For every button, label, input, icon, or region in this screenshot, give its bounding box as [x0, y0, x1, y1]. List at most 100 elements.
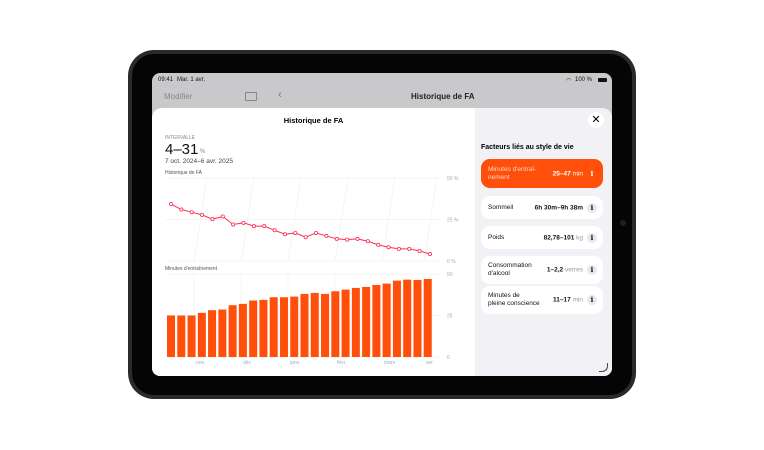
data-point	[168, 202, 173, 207]
x-tick-label: déc.	[243, 360, 252, 366]
factor-label: Minutes de pleine conscience	[488, 292, 540, 307]
factor-label: Sommeil	[488, 203, 514, 211]
lifestyle-panel: ✕ Facteurs liés au style de vie Minutes …	[475, 108, 612, 376]
y-tick-label: 0 %	[447, 259, 456, 265]
bar	[362, 286, 371, 357]
sidebar-icon[interactable]	[245, 92, 257, 101]
wifi-icon: ◠	[566, 78, 572, 84]
y-tick-label: 50 %	[447, 176, 459, 182]
bar	[423, 278, 432, 357]
info-icon[interactable]: i	[587, 295, 597, 305]
screen: 09:41 Mar. 1 avr. ◠ 100 % Modifier ‹ His…	[152, 73, 612, 376]
data-point	[334, 236, 339, 241]
lifestyle-factor-card[interactable]: Minutes de pleine conscience 11–17 min i	[481, 286, 603, 314]
bar	[218, 309, 227, 357]
data-point	[241, 220, 246, 225]
factor-label: Consommation d'alcool	[488, 262, 532, 277]
gridline	[381, 177, 396, 262]
bar	[279, 297, 288, 357]
data-point	[231, 222, 236, 227]
bar	[249, 300, 258, 357]
x-tick-label: mars	[384, 360, 396, 366]
bar	[321, 293, 330, 357]
sheet-title: Historique de FA	[283, 116, 344, 125]
charts: 50 % 25 % 0 % 50 25 0 nov. déc. janv. févr. mars av…	[165, 176, 459, 366]
data-point	[324, 233, 329, 238]
bar	[208, 310, 217, 357]
lifestyle-factor-card[interactable]: Poids 82,78–101 kg i	[481, 226, 603, 249]
data-point	[427, 252, 432, 257]
bar	[238, 303, 247, 357]
bar	[351, 287, 360, 357]
gridline	[193, 177, 208, 262]
factor-value: 11–17 min	[552, 296, 583, 304]
data-point	[272, 228, 277, 233]
close-icon: ✕	[591, 114, 601, 126]
data-point	[210, 217, 215, 222]
data-point	[200, 212, 205, 217]
bar	[382, 283, 391, 357]
factor-label: Poids	[488, 233, 505, 241]
data-point	[220, 214, 225, 219]
data-point	[345, 237, 350, 242]
gridline	[287, 177, 302, 262]
x-tick-label: avr.	[426, 360, 434, 366]
x-tick-label: nov.	[196, 360, 205, 366]
camera	[620, 220, 626, 226]
bar	[403, 279, 412, 357]
date-range: 7 oct. 2024–6 avr. 2025	[165, 158, 233, 165]
resize-handle[interactable]	[599, 363, 608, 372]
bar	[269, 297, 278, 357]
factor-value: 82,78–101 kg	[543, 234, 583, 241]
bar	[290, 296, 299, 357]
range-unit: %	[200, 149, 206, 155]
lifestyle-factor-card[interactable]: Sommeil 6h 30m–9h 38m i	[481, 196, 603, 219]
data-point	[293, 230, 298, 235]
bar	[310, 292, 319, 357]
gridline	[423, 177, 438, 262]
data-point	[189, 210, 194, 215]
data-point	[251, 224, 256, 229]
range-label: INTERVALLE	[165, 135, 196, 141]
data-point	[365, 239, 370, 244]
data-point	[179, 207, 184, 212]
bar	[331, 291, 340, 357]
status-time: 09:41	[158, 77, 174, 83]
range-value: 4–31	[165, 141, 199, 158]
bar	[167, 315, 176, 357]
factor-value: 1–2,2 verres	[546, 266, 583, 274]
lifestyle-factor-card[interactable]: Minutes d'entraî- nement 25–47 min i	[481, 159, 603, 188]
close-button[interactable]: ✕	[588, 112, 604, 128]
bar	[372, 284, 381, 357]
nav-title: Historique de FA	[411, 92, 475, 101]
info-icon[interactable]: i	[587, 232, 597, 243]
side-title: Facteurs liés au style de vie	[481, 144, 574, 151]
data-point	[262, 224, 267, 229]
battery-icon	[598, 78, 607, 82]
x-tick-label: janv.	[289, 360, 300, 366]
x-tick-label: févr.	[337, 360, 346, 366]
data-point	[376, 242, 381, 247]
y-tick-label: 50	[447, 272, 453, 278]
bar-chart-title: Minutes d'entraînement	[165, 266, 218, 272]
gridline	[240, 177, 255, 262]
data-point	[355, 236, 360, 241]
info-icon[interactable]: i	[587, 265, 597, 275]
afib-line	[170, 203, 431, 255]
bar	[259, 299, 268, 357]
info-icon[interactable]: i	[590, 168, 594, 178]
edit-button[interactable]: Modifier	[164, 92, 193, 101]
y-tick-label: 0	[447, 355, 450, 361]
status-date: Mar. 1 avr.	[177, 77, 206, 83]
y-tick-label: 25 %	[447, 218, 459, 224]
data-point	[314, 230, 319, 235]
bar	[413, 279, 422, 357]
back-chevron-icon[interactable]: ‹	[278, 89, 282, 101]
data-point	[396, 246, 401, 251]
lifestyle-factor-card[interactable]: Consommation d'alcool 1–2,2 verres i	[481, 256, 603, 284]
data-point	[386, 245, 391, 250]
factor-value: 6h 30m–9h 38m	[534, 204, 583, 211]
y-tick-label: 25	[447, 314, 453, 320]
data-point	[282, 232, 287, 237]
info-icon[interactable]: i	[587, 202, 597, 213]
